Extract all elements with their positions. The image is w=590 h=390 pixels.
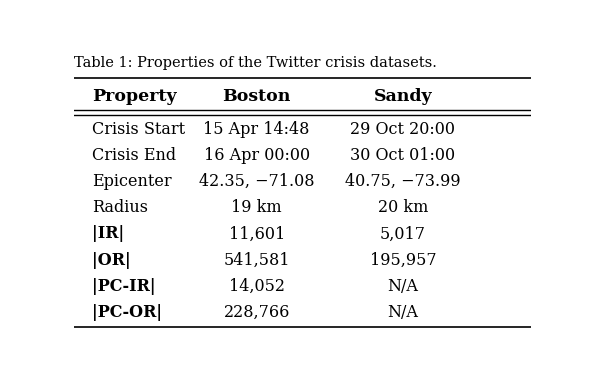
Text: Boston: Boston — [222, 88, 291, 105]
Text: Table 1: Properties of the Twitter crisis datasets.: Table 1: Properties of the Twitter crisi… — [74, 56, 437, 70]
Text: Radius: Radius — [92, 199, 148, 216]
Text: 11,601: 11,601 — [228, 225, 285, 243]
Text: 14,052: 14,052 — [229, 278, 284, 294]
Text: 541,581: 541,581 — [224, 252, 290, 268]
Text: 40.75, −73.99: 40.75, −73.99 — [345, 173, 461, 190]
Text: 228,766: 228,766 — [224, 304, 290, 321]
Text: 15 Apr 14:48: 15 Apr 14:48 — [204, 121, 310, 138]
Text: |IR|: |IR| — [92, 225, 124, 243]
Text: 29 Oct 20:00: 29 Oct 20:00 — [350, 121, 455, 138]
Text: 30 Oct 01:00: 30 Oct 01:00 — [350, 147, 455, 164]
Text: Property: Property — [92, 88, 176, 105]
Text: |PC-OR|: |PC-OR| — [92, 304, 162, 321]
Text: |OR|: |OR| — [92, 252, 131, 268]
Text: 5,017: 5,017 — [380, 225, 426, 243]
Text: 42.35, −71.08: 42.35, −71.08 — [199, 173, 314, 190]
Text: Sandy: Sandy — [373, 88, 432, 105]
Text: Epicenter: Epicenter — [92, 173, 172, 190]
Text: Crisis Start: Crisis Start — [92, 121, 185, 138]
Text: Crisis End: Crisis End — [92, 147, 176, 164]
Text: N/A: N/A — [388, 278, 418, 294]
Text: |PC-IR|: |PC-IR| — [92, 278, 156, 294]
Text: 19 km: 19 km — [231, 199, 282, 216]
Text: 20 km: 20 km — [378, 199, 428, 216]
Text: 195,957: 195,957 — [370, 252, 436, 268]
Text: N/A: N/A — [388, 304, 418, 321]
Text: 16 Apr 00:00: 16 Apr 00:00 — [204, 147, 310, 164]
